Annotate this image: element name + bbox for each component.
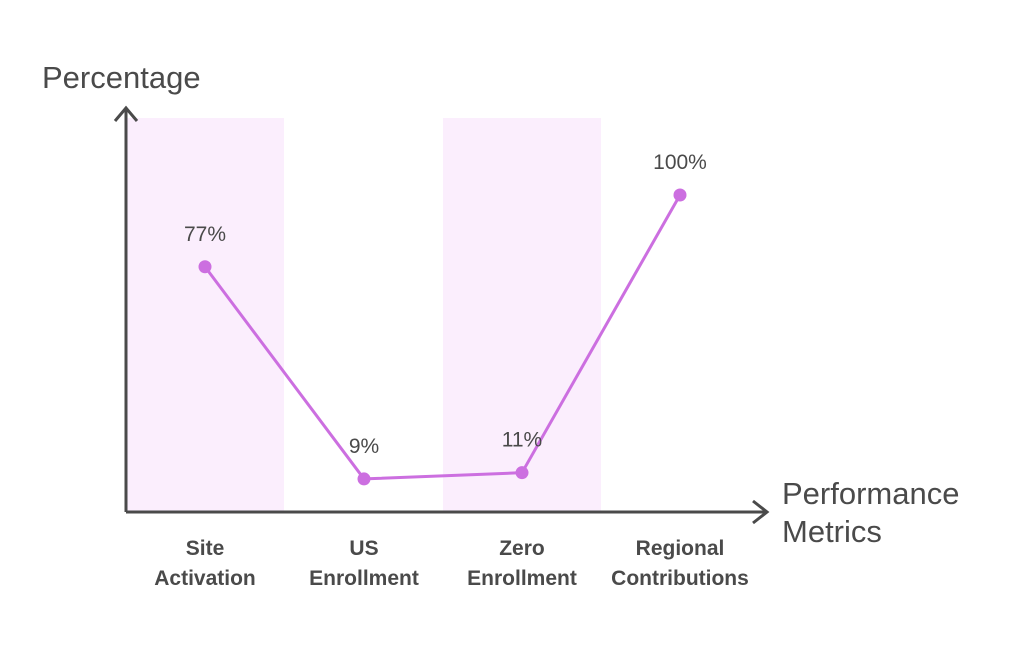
category-label-2-line-2: Enrollment <box>467 567 577 590</box>
data-label-2: 11% <box>502 429 542 452</box>
y-axis-arrow <box>113 105 139 122</box>
data-label-0: 77% <box>184 223 226 246</box>
data-labels: 77% 9% 11% 100% <box>184 151 707 458</box>
x-axis-title-line-1: Performance <box>782 476 959 511</box>
shaded-bands <box>126 118 601 512</box>
data-point-2 <box>515 466 529 480</box>
band-2 <box>443 118 601 512</box>
data-label-1: 9% <box>349 435 379 458</box>
series-line <box>203 194 682 481</box>
category-labels: Site Activation US Enrollment Zero Enrollment… <box>154 537 749 590</box>
axes <box>113 105 770 525</box>
category-label-1-line-2: Enrollment <box>309 567 419 590</box>
x-axis-arrow <box>752 499 770 525</box>
data-label-3: 100% <box>653 151 707 174</box>
category-label-0-line-2: Activation <box>154 567 256 590</box>
category-label-3-line-2: Contributions <box>611 567 749 590</box>
data-point-3 <box>673 188 687 202</box>
category-label-3-line-1: Regional <box>636 537 725 560</box>
band-0 <box>126 118 284 512</box>
category-label-1-line-1: US <box>349 537 378 560</box>
data-point-1 <box>357 472 371 486</box>
data-points <box>198 188 687 486</box>
y-axis-title: Percentage <box>42 60 201 95</box>
category-label-2-line-1: Zero <box>499 537 545 560</box>
x-axis-title-line-2: Metrics <box>782 514 882 549</box>
category-label-0-line-1: Site <box>186 537 225 560</box>
data-point-0 <box>198 260 212 274</box>
